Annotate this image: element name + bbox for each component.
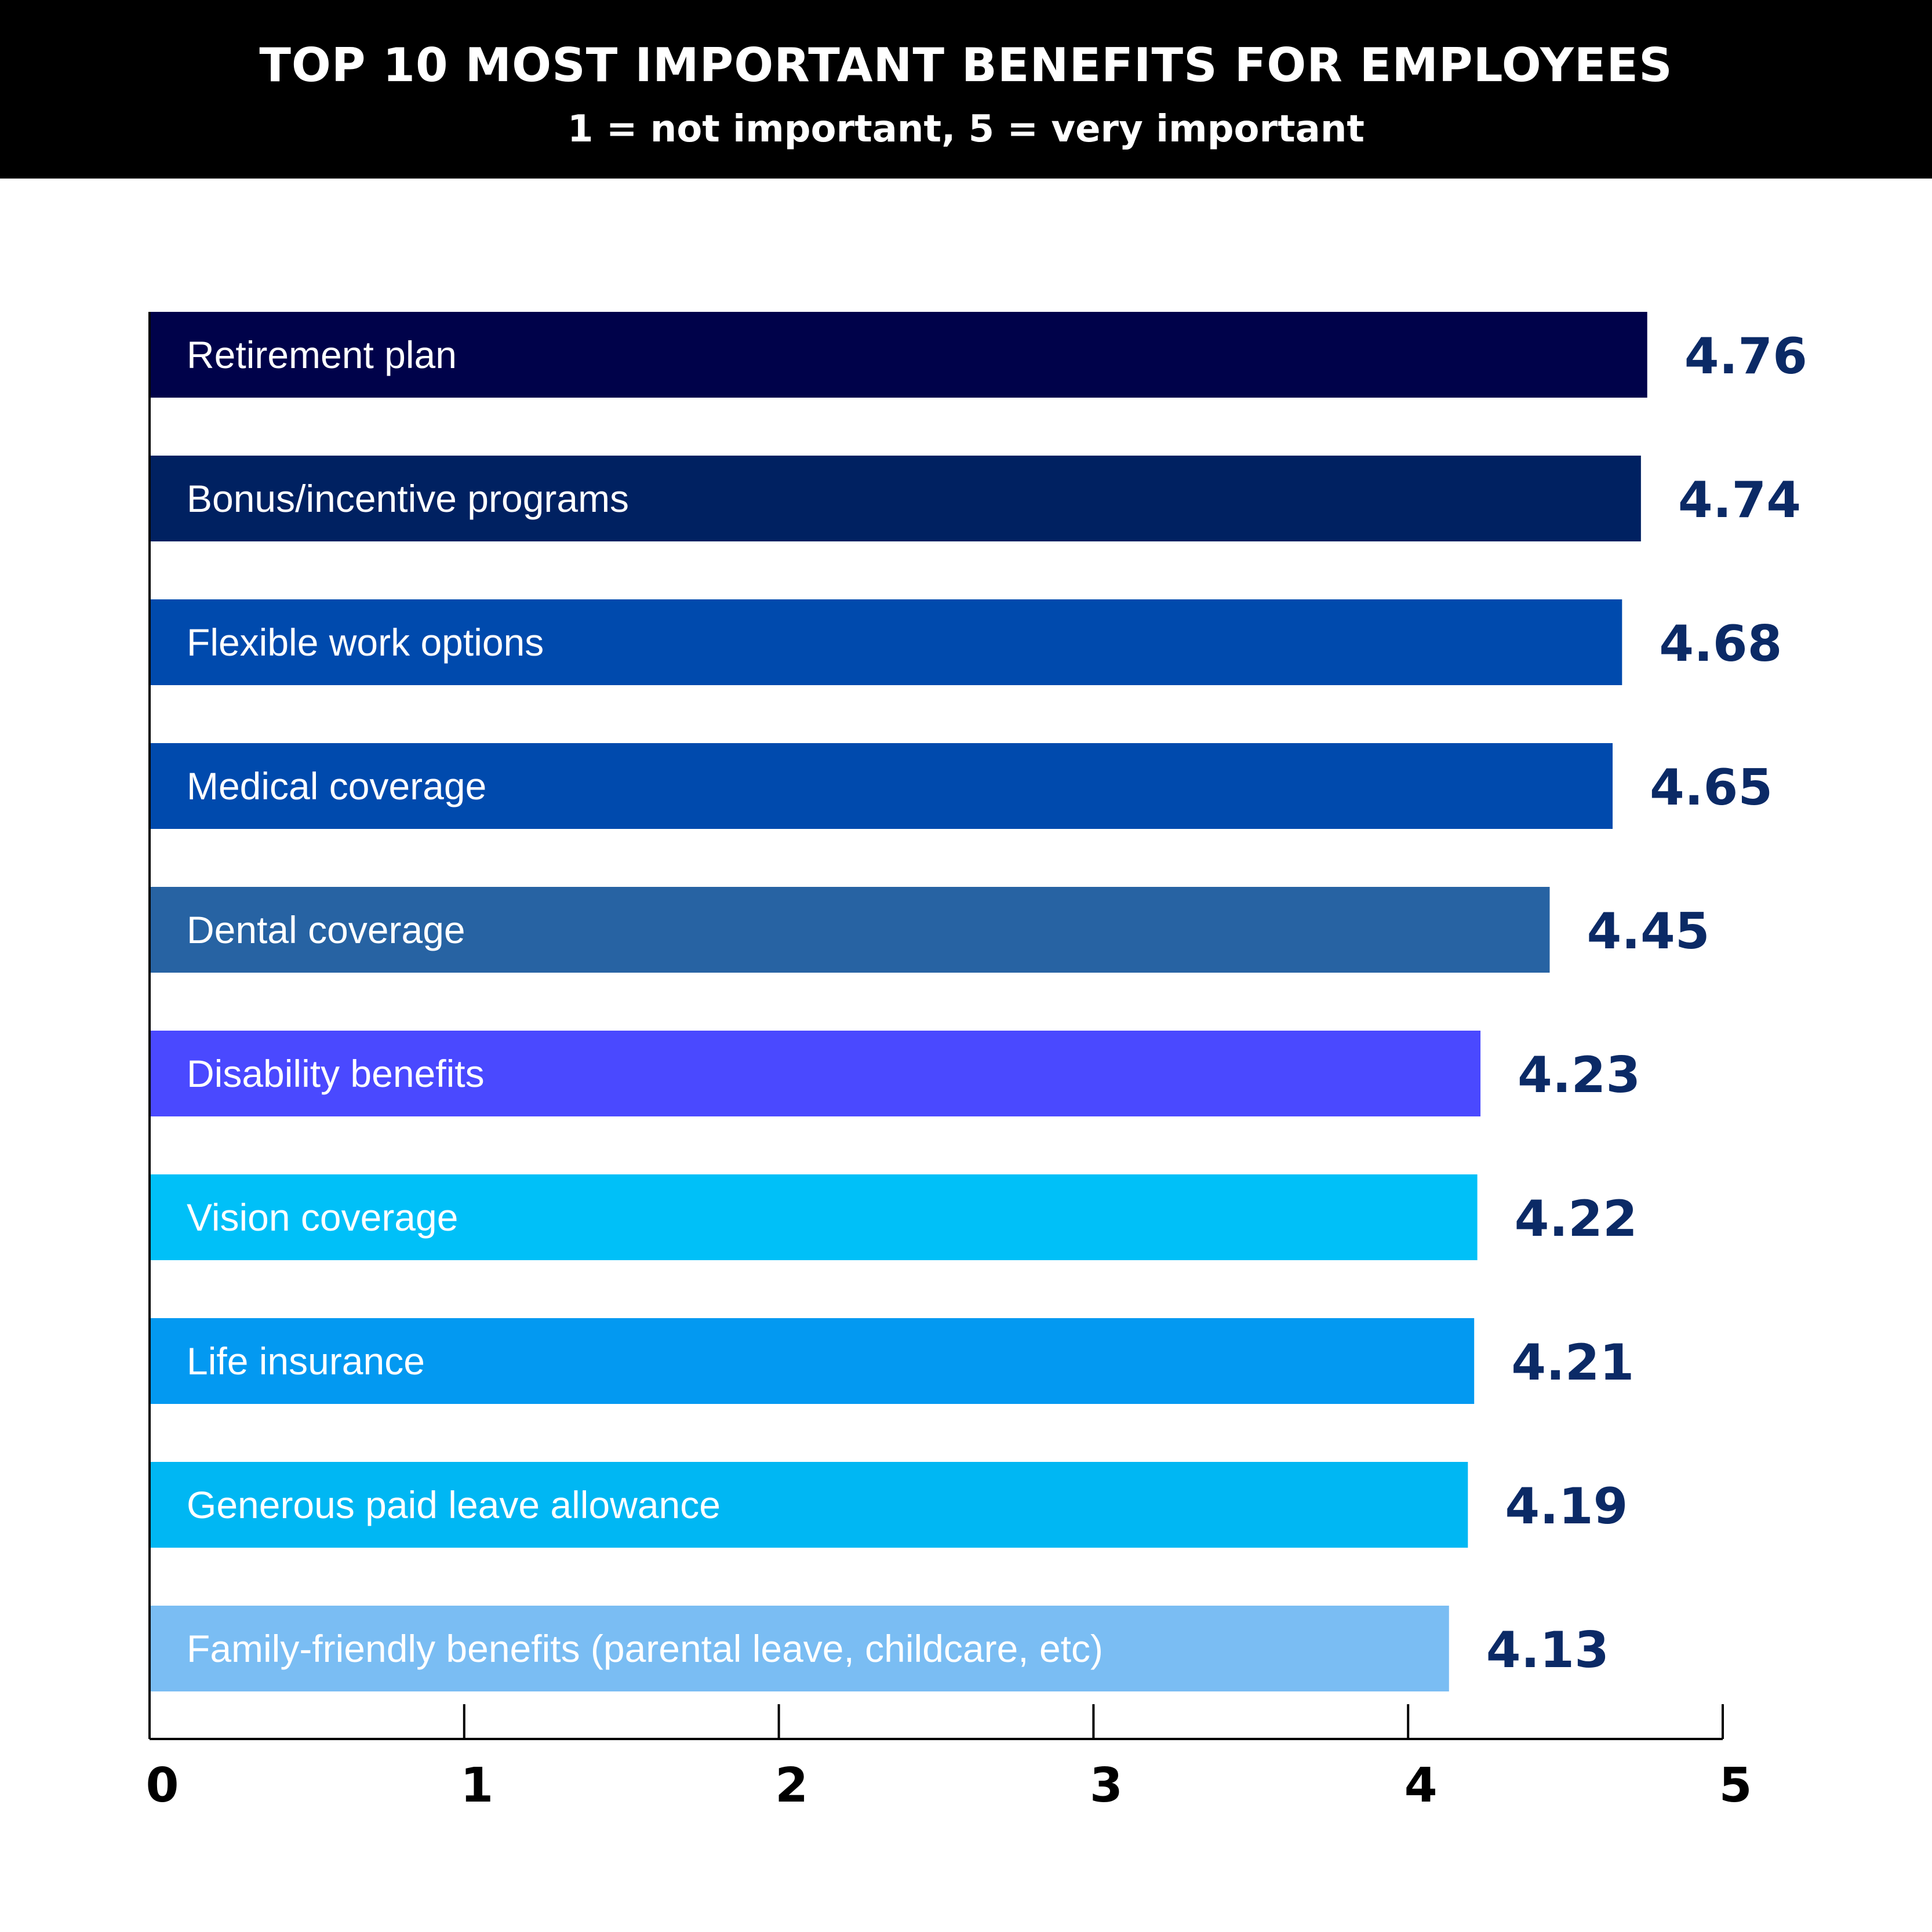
bar-8 [150, 1318, 1475, 1404]
value-label-7: 4.22 [1515, 1190, 1638, 1248]
bar-label-6: Disability benefits [187, 1052, 485, 1095]
value-label-6: 4.23 [1518, 1046, 1640, 1104]
bar-label-2: Bonus/incentive programs [187, 477, 629, 520]
value-label-8: 4.21 [1511, 1334, 1634, 1392]
bar-7 [150, 1174, 1478, 1260]
bar-label-9: Generous paid leave allowance [187, 1483, 721, 1526]
bar-label-5: Dental coverage [187, 908, 465, 951]
bar-label-8: Life insurance [187, 1340, 425, 1382]
value-label-3: 4.68 [1659, 615, 1782, 673]
x-tick-label-3: 3 [1090, 1758, 1123, 1813]
x-tick-label-1: 1 [460, 1758, 493, 1813]
bar-1 [150, 312, 1647, 398]
x-tick-label-5: 5 [1719, 1758, 1752, 1813]
value-label-4: 4.65 [1650, 759, 1773, 817]
bar-label-10: Family-friendly benefits (parental leave… [187, 1627, 1103, 1670]
value-label-9: 4.19 [1505, 1478, 1628, 1536]
chart-header: TOP 10 MOST IMPORTANT BENEFITS FOR EMPLO… [0, 0, 1932, 179]
value-label-10: 4.13 [1486, 1621, 1609, 1679]
bar-3 [150, 599, 1622, 685]
bar-9 [150, 1462, 1468, 1548]
bar-6 [150, 1031, 1481, 1116]
x-tick-label-4: 4 [1405, 1758, 1438, 1813]
chart-title: TOP 10 MOST IMPORTANT BENEFITS FOR EMPLO… [259, 38, 1673, 92]
bar-label-1: Retirement plan [187, 333, 457, 376]
x-tick-label-0: 0 [145, 1758, 179, 1813]
bar-5 [150, 887, 1550, 973]
value-label-1: 4.76 [1684, 328, 1807, 385]
bar-2 [150, 456, 1641, 541]
bar-4 [150, 743, 1613, 829]
value-label-5: 4.45 [1587, 903, 1709, 960]
bar-10 [150, 1606, 1449, 1691]
bar-label-7: Vision coverage [187, 1196, 458, 1239]
x-tick-label-2: 2 [775, 1758, 808, 1813]
bar-label-4: Medical coverage [187, 765, 486, 807]
chart-subtitle: 1 = not important, 5 = very important [567, 108, 1365, 151]
value-label-2: 4.74 [1678, 471, 1801, 529]
bar-label-3: Flexible work options [187, 621, 544, 664]
